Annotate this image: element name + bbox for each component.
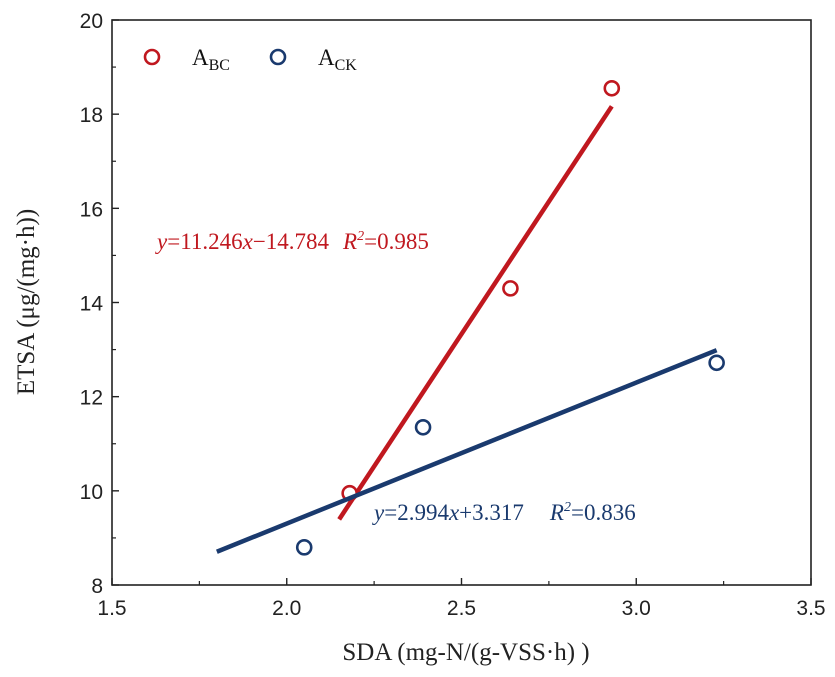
legend: ABC ACK (143, 45, 357, 74)
data-point-a-ck-2 (708, 354, 725, 372)
equation-ack: y=2.994x+3.317 R2=0.836 (372, 500, 636, 525)
y-tick-label: 20 (80, 10, 103, 33)
legend-item-ack: ACK (269, 45, 357, 74)
y-tick-label: 8 (91, 575, 103, 598)
legend-label-ack: ACK (318, 45, 357, 74)
legend-label-abc: ABC (192, 45, 230, 74)
y-tick-label: 18 (80, 104, 103, 127)
x-tick-label: 2.0 (272, 597, 301, 620)
legend-marker-abc (143, 48, 161, 66)
x-tick-label: 3.5 (796, 597, 825, 620)
data-point-a-ck-1 (414, 418, 432, 436)
x-axis-label: SDA (mg-N/(g-VSS·h) ) (342, 639, 589, 666)
data-point-a-bc-1 (502, 280, 519, 297)
equation-abc: y=11.246x−14.784 R2=0.985 (155, 229, 429, 254)
x-tick-label: 2.5 (447, 597, 476, 620)
fit-line-a-bc (337, 105, 614, 521)
data-point-a-ck-0 (295, 539, 313, 556)
x-tick-label: 3.0 (622, 597, 651, 620)
series-layer (216, 79, 725, 556)
y-tick-label: 12 (80, 387, 103, 410)
y-tick-label: 10 (80, 481, 103, 504)
y-tick-label: 14 (80, 293, 104, 316)
legend-marker-ack (269, 48, 287, 66)
legend-item-abc: ABC (143, 45, 230, 74)
x-tick-label: 1.5 (97, 597, 126, 620)
axes: 1.5 2.0 2.5 3.0 3.5 8 10 12 14 16 18 20 (80, 10, 826, 620)
fit-line-a-ck (216, 348, 718, 554)
y-axis-label: ETSA (μg/(mg·h)) (13, 209, 40, 395)
data-point-a-bc-2 (603, 79, 621, 97)
y-tick-label: 16 (80, 198, 103, 221)
